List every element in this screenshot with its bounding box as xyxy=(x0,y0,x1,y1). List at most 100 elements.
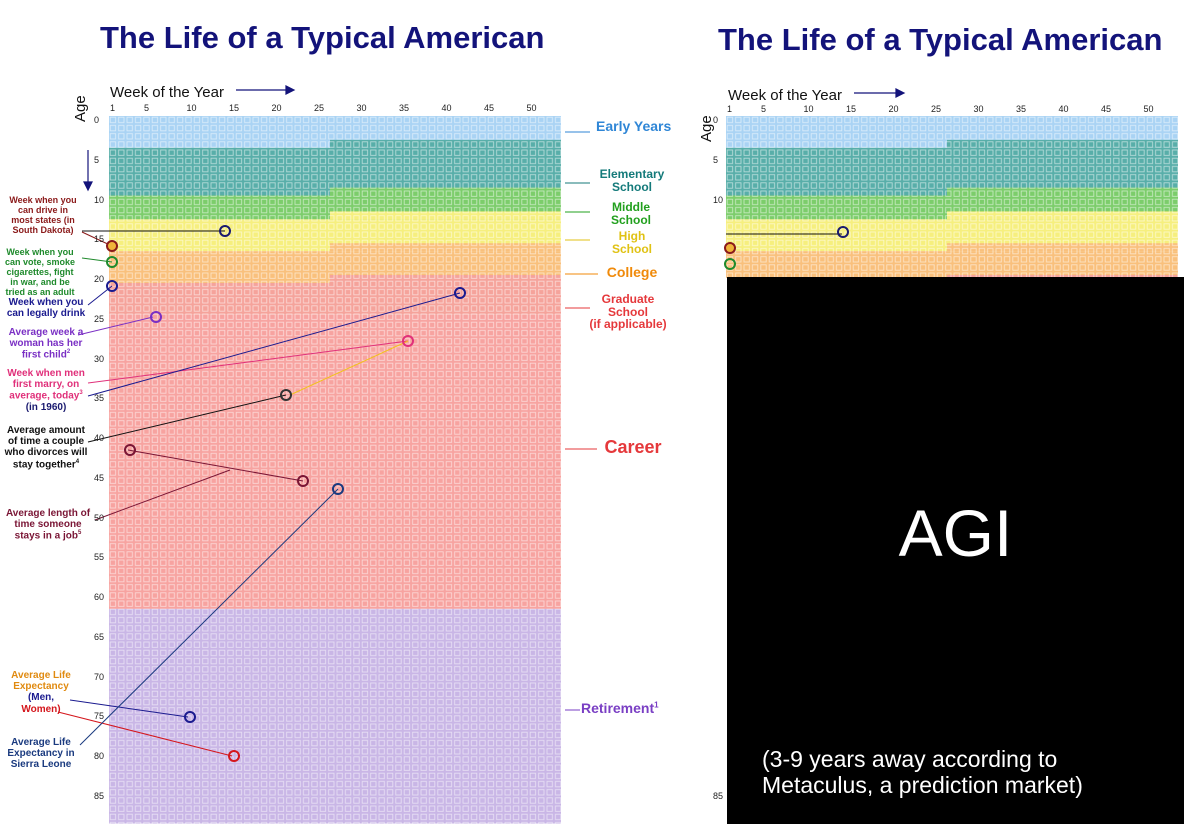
job-length-line xyxy=(127,449,304,482)
week-axis-title: Week of the Year xyxy=(110,84,224,101)
age-tick-5: 5 xyxy=(94,154,100,165)
annotation-job-length: Average length of time someone stays in … xyxy=(5,508,91,542)
marry-shift-line xyxy=(289,340,409,396)
right-age-tick-0: 0 xyxy=(713,115,719,125)
age-tick-60: 60 xyxy=(94,592,105,602)
age-tick-55: 55 xyxy=(94,552,105,563)
annotation-sierra-leone: Average Life Expectancy in Sierra Leone xyxy=(7,737,75,771)
right-title: The Life of a Typical American xyxy=(718,22,1163,57)
agi-subtitle-line1: (3-9 years away according to xyxy=(762,746,1058,772)
stage-retirement: Retirement1 xyxy=(581,700,659,716)
men-marry-1960-marker xyxy=(454,287,466,299)
age-tick-40: 40 xyxy=(94,433,105,443)
divorce-line xyxy=(87,394,287,443)
annotation-drink: Week when you can legally drink xyxy=(6,297,86,320)
stage-career: Career xyxy=(604,437,662,457)
week-tick-10: 10 xyxy=(186,103,197,113)
right-week-axis-title: Week of the Year xyxy=(728,87,842,104)
first-child-marker xyxy=(150,311,162,323)
job-end-marker xyxy=(297,475,309,487)
week-tick-50: 50 xyxy=(526,103,537,113)
stage-elementary-school: Elementary School xyxy=(599,167,665,194)
sierra-leone-line xyxy=(79,488,339,746)
age-tick-50: 50 xyxy=(94,512,105,523)
life-men-marker xyxy=(184,711,196,723)
life-women-line xyxy=(57,711,233,757)
age-tick-45: 45 xyxy=(94,472,105,483)
annotation-drive: Week when you can drive in most states (… xyxy=(9,195,77,236)
annotation-divorce: Average amount of time a couple who divo… xyxy=(4,425,88,470)
stage-graduate-school: Graduate School (if applicable) xyxy=(589,292,667,332)
stage-middle-school: Middle School xyxy=(610,200,651,227)
week-tick-1: 1 xyxy=(110,103,116,113)
right-drive-marker xyxy=(837,226,849,238)
right-age-tick-5: 5 xyxy=(713,154,719,165)
age-tick-75: 75 xyxy=(94,711,105,722)
age-tick-25: 25 xyxy=(94,313,105,324)
week-tick-45: 45 xyxy=(484,103,495,113)
week-tick-20: 20 xyxy=(271,103,282,113)
age-tick-10: 10 xyxy=(94,194,105,205)
right-week-tick-10: 10 xyxy=(803,104,814,114)
graduate-sublabel: (if applicable) xyxy=(589,317,667,332)
right-week-tick-40: 40 xyxy=(1058,104,1069,114)
right-week-tick-5: 5 xyxy=(761,104,767,114)
week-tick-30: 30 xyxy=(356,103,367,113)
annotation-vote: Week when you can vote, smoke cigarettes… xyxy=(4,247,76,298)
men-marry-line xyxy=(87,340,409,384)
divorce-marker xyxy=(280,389,292,401)
drive-marker xyxy=(219,225,231,237)
annotation-life-expectancy: Average Life Expectancy (Men, Women) xyxy=(11,670,71,715)
annotation-first-child: Average week a woman has her first child… xyxy=(8,327,84,361)
right-week-tick-1: 1 xyxy=(727,104,733,114)
right-week-tick-30: 30 xyxy=(973,104,984,114)
right-week-tick-35: 35 xyxy=(1016,104,1027,114)
agi-title: AGI xyxy=(898,496,1013,570)
week-cells xyxy=(109,116,561,824)
job-start-marker xyxy=(124,444,136,456)
drive-sd-marker xyxy=(106,240,118,252)
stage-early-years: Early Years xyxy=(596,118,672,134)
right-week-tick-45: 45 xyxy=(1101,104,1112,114)
agi-overlay xyxy=(727,277,1184,824)
week-tick-40: 40 xyxy=(441,103,452,113)
stage-high-school: High School xyxy=(611,229,652,256)
right-week-tick-20: 20 xyxy=(888,104,899,114)
week-tick-35: 35 xyxy=(399,103,410,113)
first-child-line xyxy=(77,316,154,336)
week-tick-25: 25 xyxy=(314,103,325,113)
men-marry-1960-line xyxy=(87,292,461,397)
life-men-line xyxy=(69,699,189,718)
right-age-tick-85: 85 xyxy=(713,790,724,801)
age-tick-70: 70 xyxy=(94,671,105,682)
annotation-men-marry: Week when men first marry, on average, t… xyxy=(7,368,85,413)
sierra-leone-marker xyxy=(332,483,344,495)
right-week-tick-15: 15 xyxy=(846,104,857,114)
agi-subtitle-line2: Metaculus, a prediction market) xyxy=(762,772,1083,799)
right-week-tick-50: 50 xyxy=(1143,104,1154,114)
right-week-tick-25: 25 xyxy=(931,104,942,114)
right-drive-sd-marker xyxy=(724,242,736,254)
left-title: The Life of a Typical American xyxy=(100,20,545,55)
age-tick-85: 85 xyxy=(94,790,105,801)
week-tick-5: 5 xyxy=(144,103,150,113)
men-marry-marker xyxy=(402,335,414,347)
age-tick-20: 20 xyxy=(94,274,105,284)
age-tick-0: 0 xyxy=(94,115,100,125)
age-tick-15: 15 xyxy=(94,234,105,245)
right-vote-marker xyxy=(724,258,736,270)
week-tick-15: 15 xyxy=(229,103,240,113)
job-label-line xyxy=(94,469,231,521)
life-women-marker xyxy=(228,750,240,762)
drink-marker xyxy=(106,280,118,292)
age-tick-35: 35 xyxy=(94,393,105,404)
age-tick-80: 80 xyxy=(94,751,105,761)
agi-subtitle: (3-9 years away according to Metaculus, … xyxy=(762,746,1083,798)
age-tick-65: 65 xyxy=(94,631,105,642)
vote-marker xyxy=(106,256,118,268)
right-age-tick-10: 10 xyxy=(713,194,724,205)
right-week-cells xyxy=(726,116,1178,278)
stage-college: College xyxy=(606,264,658,280)
age-tick-30: 30 xyxy=(94,353,105,364)
